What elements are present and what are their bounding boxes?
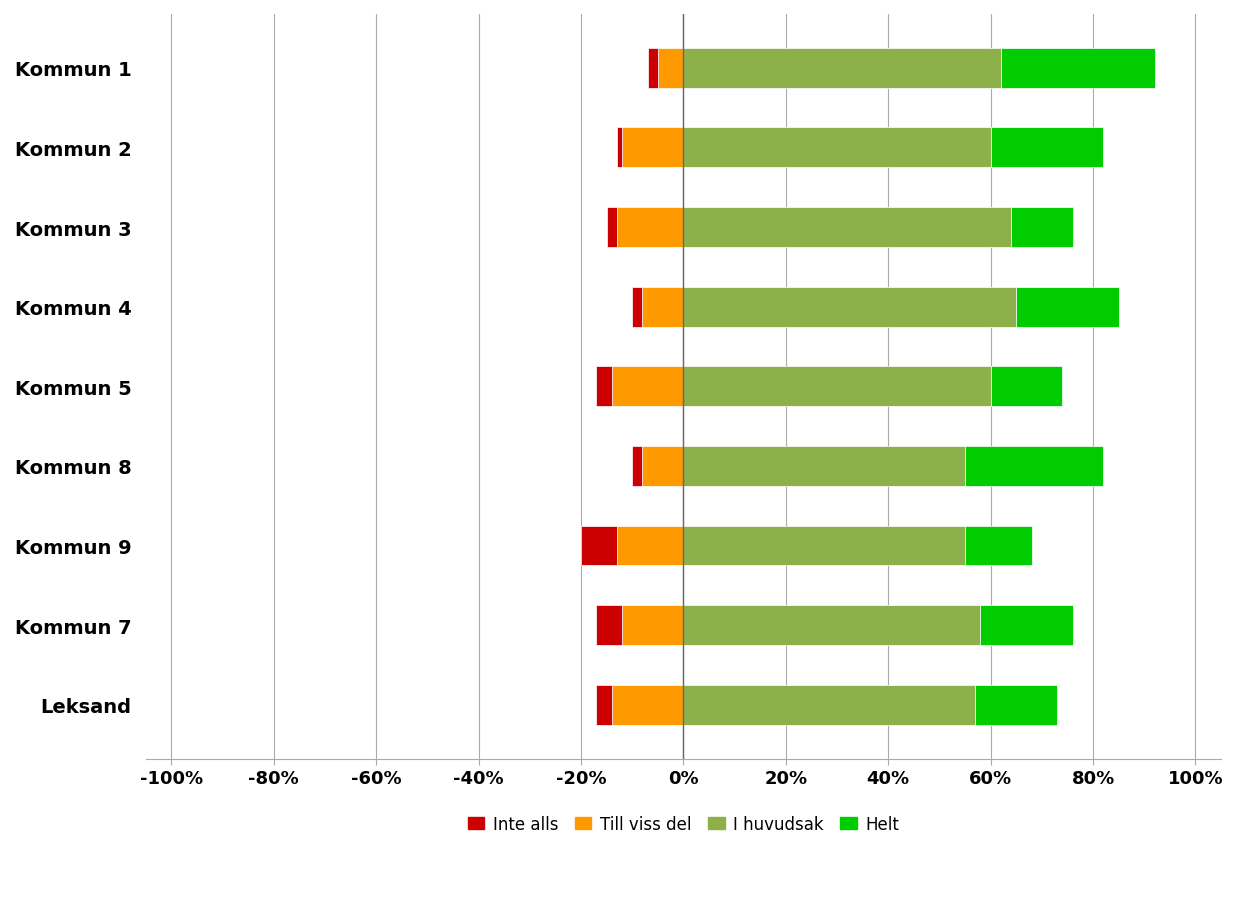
- Bar: [658, 49, 684, 88]
- Bar: [632, 287, 643, 327]
- Bar: [622, 128, 684, 168]
- Bar: [612, 367, 684, 406]
- Bar: [684, 287, 1016, 327]
- Bar: [607, 208, 617, 247]
- Bar: [597, 367, 612, 406]
- Bar: [980, 606, 1072, 646]
- Bar: [1016, 287, 1118, 327]
- Bar: [643, 446, 684, 487]
- Bar: [617, 208, 684, 247]
- Bar: [581, 526, 617, 566]
- Bar: [990, 367, 1062, 406]
- Bar: [990, 128, 1103, 168]
- Bar: [643, 287, 684, 327]
- Bar: [684, 526, 965, 566]
- Bar: [1001, 49, 1154, 88]
- Bar: [684, 685, 975, 725]
- Legend: Inte alls, Till viss del, I huvudsak, Helt: Inte alls, Till viss del, I huvudsak, He…: [460, 808, 906, 840]
- Bar: [597, 606, 622, 646]
- Bar: [617, 526, 684, 566]
- Bar: [684, 367, 990, 406]
- Bar: [684, 128, 990, 168]
- Bar: [612, 685, 684, 725]
- Bar: [684, 49, 1001, 88]
- Bar: [1011, 208, 1072, 247]
- Bar: [684, 446, 965, 487]
- Bar: [622, 606, 684, 646]
- Bar: [632, 446, 643, 487]
- Bar: [617, 128, 622, 168]
- Bar: [965, 446, 1103, 487]
- Bar: [597, 685, 612, 725]
- Bar: [965, 526, 1031, 566]
- Bar: [684, 208, 1011, 247]
- Bar: [975, 685, 1057, 725]
- Bar: [684, 606, 980, 646]
- Bar: [648, 49, 658, 88]
